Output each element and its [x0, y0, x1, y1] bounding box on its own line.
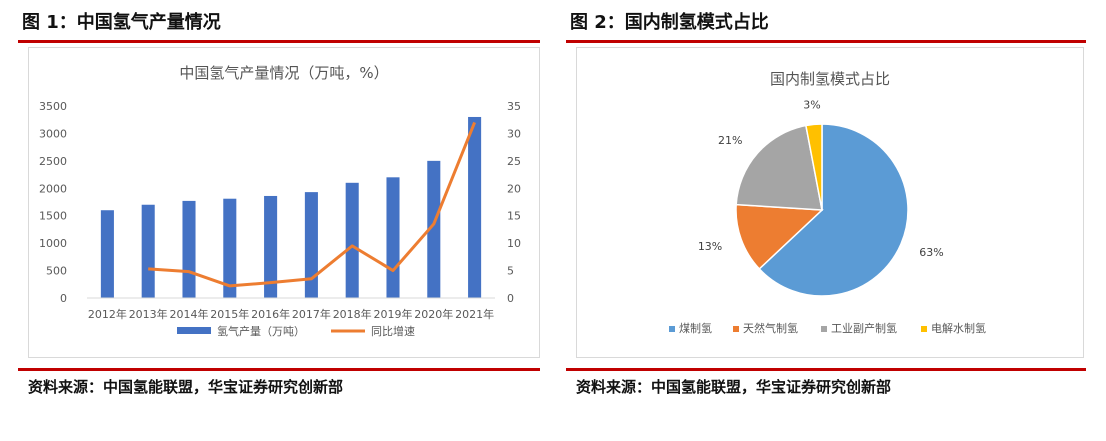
production-bar: [386, 177, 400, 298]
y-right-tick-label: 15: [507, 210, 521, 223]
x-tick-label: 2015年: [210, 307, 249, 321]
y-left-tick-label: 2000: [39, 182, 67, 195]
y-right-tick-label: 25: [507, 155, 521, 168]
chart-title: 中国氢气产量情况（万吨，%）: [179, 64, 388, 82]
figure-1-top-rule: [18, 40, 540, 43]
y-left-tick-label: 1000: [39, 237, 67, 250]
y-left-tick-label: 1500: [39, 210, 67, 223]
production-bar: [264, 195, 278, 298]
y-right-tick-label: 20: [507, 182, 521, 195]
y-right-tick-label: 0: [507, 292, 514, 305]
y-left-tick-label: 3000: [39, 127, 67, 140]
y-left-tick-label: 500: [46, 265, 67, 278]
y-right-tick-label: 30: [507, 127, 521, 140]
hydrogen-mode-pie-chart: 国内制氢模式占比 63% 13% 21% 3% 煤制氢 天然气制氢 工业副产制氢 电解水制氢: [576, 47, 1084, 358]
pie-data-label: 3%: [803, 98, 820, 111]
pie-slice: [758, 123, 909, 297]
legend-swatch-production: [177, 327, 211, 334]
production-bar: [304, 192, 318, 298]
pie-chart-title: 国内制氢模式占比: [770, 70, 890, 88]
pie-legend-label: 煤制氢: [679, 321, 712, 335]
pie-data-label: 13%: [698, 240, 722, 253]
x-tick-label: 2019年: [374, 307, 413, 321]
x-tick-label: 2014年: [170, 307, 209, 321]
figure-2-title: 图 2：国内制氢模式占比: [570, 12, 769, 33]
figure-2-bottom-rule: [566, 368, 1086, 371]
production-bar: [345, 182, 359, 298]
figure-1-source: 资料来源：中国氢能联盟，华宝证券研究创新部: [28, 378, 344, 396]
pie-data-label: 21%: [718, 134, 742, 147]
figure-2-source: 资料来源：中国氢能联盟，华宝证券研究创新部: [576, 378, 892, 396]
production-bar: [427, 160, 441, 298]
x-tick-label: 2018年: [333, 307, 372, 321]
y-left-tick-label: 2500: [39, 155, 67, 168]
figure-2-top-rule: [566, 40, 1086, 43]
production-bar: [223, 198, 237, 298]
hydrogen-production-chart-svg: 中国氢气产量情况（万吨，%） 0 500 1000 1500 2000 2500 3000 3…: [39, 64, 521, 338]
pie-data-label: 63%: [919, 246, 943, 259]
x-tick-label: 2016年: [251, 307, 290, 321]
pie-legend-swatch: [921, 326, 927, 332]
production-bar: [100, 210, 114, 298]
production-bar: [182, 200, 196, 298]
pie-slice: [805, 123, 823, 211]
growth-rate-line: [148, 121, 476, 288]
y-right-tick-label: 35: [507, 100, 521, 113]
hydrogen-production-chart: 中国氢气产量情况（万吨，%） 0 500 1000 1500 2000 2500 3000 3…: [28, 47, 540, 358]
legend-label-growth: 同比增速: [371, 324, 415, 338]
hydrogen-mode-pie-svg: 国内制氢模式占比 63% 13% 21% 3% 煤制氢 天然气制氢 工业副产制氢 电解水制氢: [669, 70, 986, 335]
legend-label-production: 氢气产量（万吨）: [217, 324, 305, 338]
pie-legend-swatch: [733, 326, 739, 332]
pie-legend-label: 工业副产制氢: [831, 321, 897, 335]
x-tick-label: 2020年: [414, 307, 453, 321]
pie-slice: [735, 124, 823, 211]
figure-1-title: 图 1：中国氢气产量情况: [22, 12, 221, 33]
production-bar: [141, 204, 155, 298]
pie-legend-swatch: [669, 326, 675, 332]
y-left-tick-label: 3500: [39, 100, 67, 113]
y-left-tick-label: 0: [60, 292, 67, 305]
production-bar: [468, 116, 482, 298]
figure-1-bottom-rule: [18, 368, 540, 371]
pie-slice: [735, 203, 824, 270]
x-tick-label: 2013年: [129, 307, 168, 321]
x-tick-label: 2021年: [455, 307, 494, 321]
y-right-tick-label: 10: [507, 237, 521, 250]
pie-legend-label: 电解水制氢: [931, 321, 986, 335]
pie-legend-label: 天然气制氢: [743, 321, 798, 335]
pie-legend-swatch: [821, 326, 827, 332]
x-tick-label: 2012年: [88, 307, 127, 321]
x-tick-label: 2017年: [292, 307, 331, 321]
y-right-tick-label: 5: [507, 265, 514, 278]
